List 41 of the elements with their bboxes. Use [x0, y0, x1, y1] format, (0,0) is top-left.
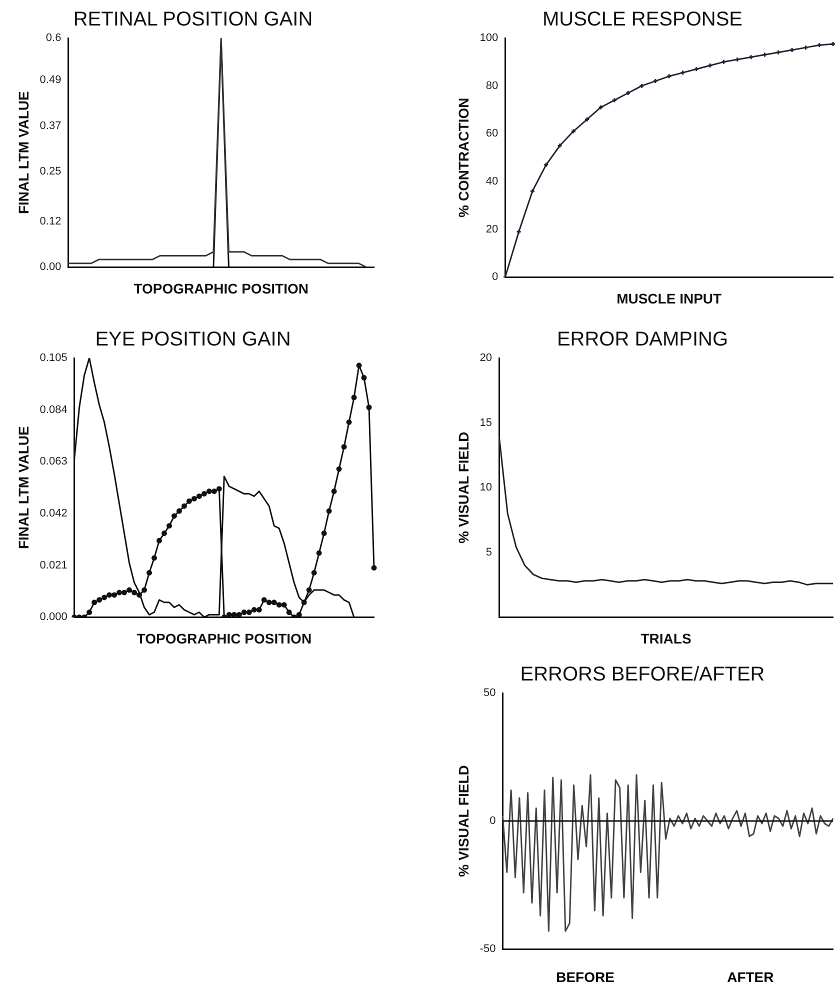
- chart-title: EYE POSITION GAIN: [95, 328, 291, 351]
- y-tick-label: 0.063: [40, 456, 68, 468]
- y-tick-label: 80: [486, 80, 498, 92]
- y-tick-label: 100: [480, 32, 498, 44]
- chart-title: ERRORS BEFORE/AFTER: [520, 664, 765, 686]
- y-tick-label: 60: [486, 128, 498, 140]
- y-tick-label: 5: [486, 546, 492, 558]
- text: BEFORE: [556, 968, 614, 985]
- y-tick-label: 20: [486, 223, 498, 236]
- y-tick-label: 0.042: [40, 508, 68, 520]
- x-axis-title: MUSCLE INPUT: [616, 290, 722, 306]
- y-tick-label: 0.084: [40, 404, 68, 416]
- y-tick-label: 50: [483, 687, 496, 700]
- y-tick-label: 0.000: [40, 611, 68, 624]
- y-tick-label: 15: [480, 416, 492, 429]
- y-tick-label: 0.00: [40, 261, 62, 274]
- x-axis-title: TOPOGRAPHIC POSITION: [134, 280, 308, 296]
- y-tick-label: 0.49: [40, 74, 62, 86]
- y-tick-label: 40: [486, 176, 498, 188]
- chart-title: ERROR DAMPING: [556, 328, 728, 351]
- y-tick-label: 0: [492, 271, 498, 284]
- y-tick-label: 0.105: [40, 352, 68, 364]
- y-tick-label: 0.37: [40, 120, 62, 132]
- y-axis-title: % CONTRACTION: [455, 98, 472, 218]
- y-tick-label: 10: [480, 482, 492, 494]
- y-axis-title: FINAL LTM VALUE: [15, 426, 32, 550]
- x-axis-title: TRIALS: [640, 630, 692, 646]
- y-tick-label: 0.021: [40, 559, 68, 572]
- chart-title: MUSCLE RESPONSE: [542, 8, 743, 31]
- y-axis-title: % VISUAL FIELD: [455, 765, 472, 877]
- x-axis-title: TOPOGRAPHIC POSITION: [136, 630, 312, 646]
- y-tick-label: 0: [490, 815, 496, 828]
- y-tick-label: -50: [480, 943, 496, 956]
- chart-title: RETINAL POSITION GAIN: [73, 8, 313, 31]
- y-tick-label: 0.12: [40, 215, 62, 228]
- y-axis-title: FINAL LTM VALUE: [15, 91, 32, 214]
- y-axis-title: % VISUAL FIELD: [455, 432, 472, 544]
- text: AFTER: [727, 968, 774, 985]
- y-tick-label: 0.25: [40, 166, 62, 178]
- y-tick-label: 20: [480, 352, 492, 364]
- y-tick-label: 0.6: [46, 32, 62, 44]
